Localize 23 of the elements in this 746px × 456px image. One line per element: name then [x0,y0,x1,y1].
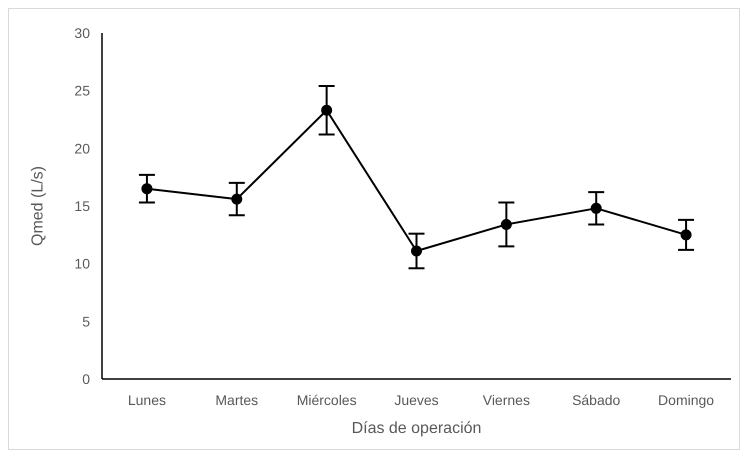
y-tick-label: 30 [74,24,90,41]
y-tick-label: 20 [74,140,90,156]
y-tick-label: 15 [74,198,90,214]
y-tick-label: 0 [82,370,90,387]
x-axis-title: Días de operación [352,420,482,437]
point [680,229,692,240]
point [231,194,242,205]
x-tick-label: Miércoles [296,392,357,408]
x-tick-label: Viernes [482,392,530,408]
y-tick-label: 5 [82,313,90,330]
y-tick-label: 10 [74,256,90,272]
point [500,218,512,230]
point [590,202,602,214]
point [411,245,422,256]
point [321,104,332,116]
x-tick-label: Martes [215,392,258,408]
y-axis-title: Qmed (L/s) [30,166,47,246]
x-tick-label: Lunes [128,392,166,408]
x-tick-label: Jueves [394,392,439,408]
x-tick-label: Sábado [572,392,621,408]
x-tick-label: Domingo [658,392,714,408]
point [141,183,152,194]
y-tick-label: 25 [74,82,90,99]
